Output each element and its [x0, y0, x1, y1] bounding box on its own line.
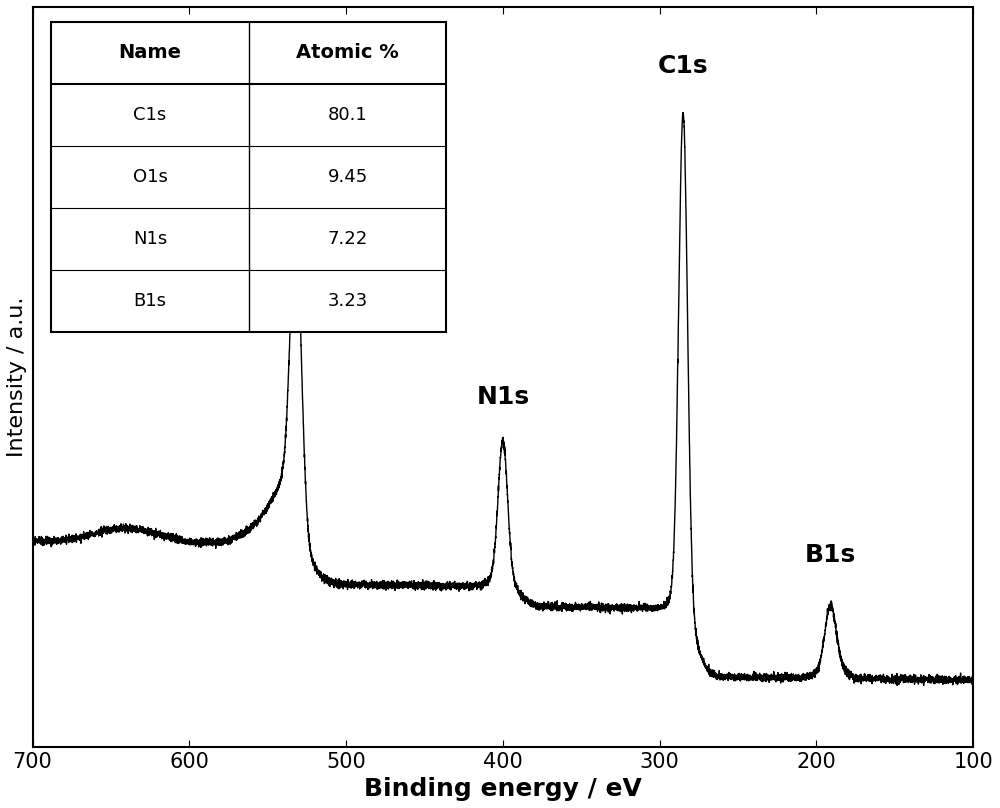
- X-axis label: Binding energy / eV: Binding energy / eV: [364, 777, 642, 801]
- Text: N1s: N1s: [476, 385, 529, 410]
- Text: O1s: O1s: [269, 166, 323, 189]
- Y-axis label: Intensity / a.u.: Intensity / a.u.: [7, 297, 27, 457]
- Text: C1s: C1s: [658, 53, 708, 78]
- Text: B1s: B1s: [805, 544, 856, 567]
